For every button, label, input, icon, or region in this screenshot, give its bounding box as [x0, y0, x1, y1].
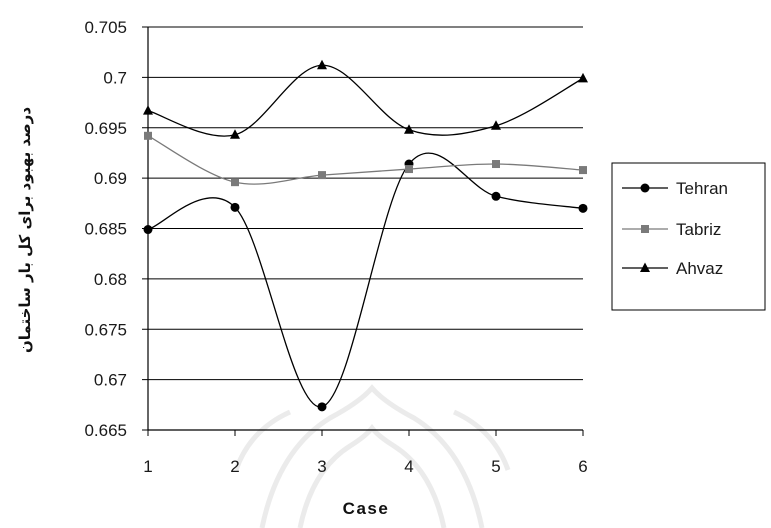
x-tick-label: 1	[143, 457, 152, 476]
y-tick-label: 0.695	[84, 119, 127, 138]
legend-label-ahvaz: Ahvaz	[676, 259, 723, 278]
legend-marker-ahvaz	[640, 262, 650, 272]
x-axis-title: Case	[343, 499, 390, 518]
gridlines	[148, 26, 583, 431]
x-tick-label: 4	[404, 457, 413, 476]
data-point-tabriz	[231, 178, 239, 187]
legend-label-tabriz: Tabriz	[676, 220, 721, 239]
data-point-tabriz	[579, 166, 587, 175]
legend-marker-tabriz	[641, 225, 649, 233]
data-point-ahvaz	[230, 129, 240, 139]
series	[143, 59, 588, 412]
data-point-ahvaz	[578, 72, 588, 83]
series-line-tehran	[147, 152, 584, 408]
legend-label-tehran: Tehran	[676, 179, 728, 198]
y-tick-label: 0.7	[103, 68, 127, 87]
y-tick-label: 0.67	[94, 371, 127, 390]
data-point-ahvaz	[491, 120, 501, 130]
data-point-tabriz	[405, 165, 413, 174]
series-ahvaz	[143, 59, 588, 139]
x-tick-label: 5	[491, 457, 500, 476]
y-tick-label: 0.68	[94, 270, 127, 289]
y-tick-label: 0.705	[84, 18, 127, 37]
y-tick-label: 0.665	[84, 421, 127, 440]
x-tick-label: 3	[317, 457, 326, 476]
series-line-tabriz	[147, 135, 584, 185]
legend-marker-tehran	[640, 183, 650, 193]
series-tehran	[143, 152, 588, 412]
legend-swatch-ahvaz	[622, 262, 668, 272]
y-axis-title: درصد بهبود برای کل بار ساختمان	[16, 107, 34, 353]
x-tick-label: 2	[230, 457, 239, 476]
x-axis-ticks: 1 2 3 4 5 6	[143, 430, 588, 476]
legend-swatch-tabriz	[622, 225, 668, 233]
data-point-tehran	[143, 225, 153, 235]
data-point-tabriz	[318, 171, 326, 180]
x-tick-label: 6	[578, 457, 587, 476]
y-tick-label: 0.675	[84, 320, 127, 339]
data-point-ahvaz	[143, 105, 153, 115]
y-tick-label: 0.69	[94, 169, 127, 188]
data-point-tehran	[491, 191, 501, 201]
y-tick-label: 0.685	[84, 220, 127, 239]
data-point-tehran	[317, 402, 327, 412]
data-point-ahvaz	[404, 124, 414, 134]
y-axis-ticks: 0.705 0.7 0.695 0.69 0.685 0.68 0.675 0.67 0.665	[84, 18, 148, 440]
series-line-ahvaz	[147, 64, 584, 137]
data-point-tehran	[578, 203, 588, 213]
series-tabriz	[144, 131, 587, 187]
legend-swatch-tehran	[622, 183, 668, 193]
data-point-tabriz	[144, 131, 152, 140]
watermark-logo	[233, 384, 511, 528]
data-point-tabriz	[492, 160, 500, 169]
data-point-ahvaz	[317, 59, 327, 70]
legend: Tehran Tabriz Ahvaz	[611, 162, 766, 311]
data-point-tehran	[230, 202, 240, 212]
